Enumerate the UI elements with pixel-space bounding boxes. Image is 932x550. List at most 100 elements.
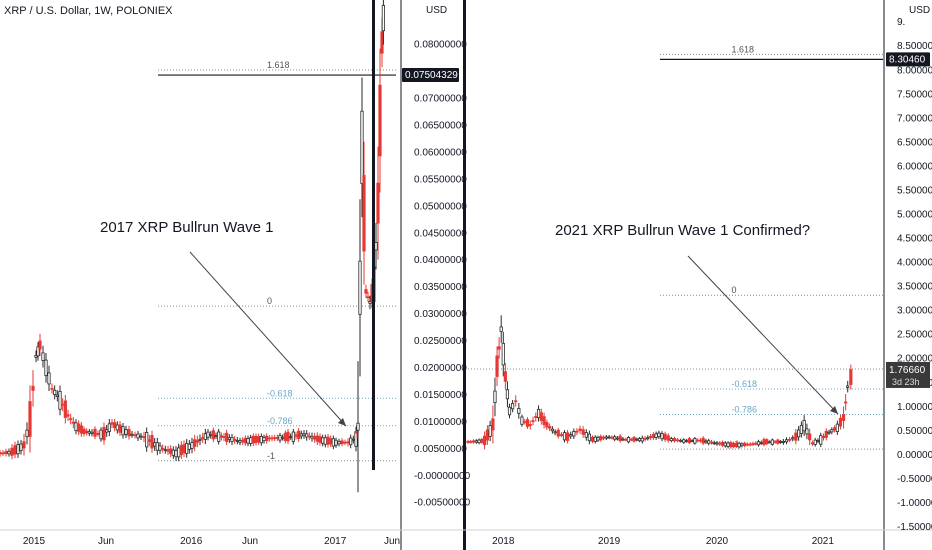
candle [539, 412, 543, 421]
candle [469, 441, 473, 444]
candle [69, 418, 73, 421]
candle [770, 439, 774, 445]
candle [246, 438, 250, 444]
candle [102, 427, 106, 441]
candle [788, 438, 792, 441]
candle [281, 436, 285, 439]
fib-level-label: -1 [267, 451, 275, 461]
candle [808, 433, 812, 441]
candle [211, 430, 215, 440]
candle [376, 182, 380, 224]
candle [754, 442, 758, 445]
candle [90, 431, 94, 434]
candle [118, 424, 122, 433]
candle [466, 440, 470, 443]
candle [265, 435, 269, 442]
candle [115, 424, 119, 431]
candle [53, 389, 57, 395]
price-tag [402, 68, 459, 83]
candle [604, 436, 608, 439]
candle [562, 432, 567, 441]
candle [321, 437, 325, 444]
candle [13, 445, 17, 455]
x-tick-label: Jun [384, 536, 400, 547]
candle [684, 440, 689, 442]
y-tick-label: 7.00000 [897, 113, 932, 124]
candle [259, 436, 263, 444]
candle [726, 442, 730, 447]
candle [161, 447, 165, 450]
candle [267, 437, 271, 440]
candle [596, 437, 600, 441]
arrow-head-icon [338, 418, 346, 426]
candle [155, 442, 159, 451]
fib-level-label: 0 [732, 285, 737, 295]
fib-level-label: -0.618 [267, 388, 293, 398]
candle [190, 442, 194, 449]
y-tick-label: 0.06500000 [414, 120, 467, 131]
candle [381, 5, 386, 32]
candle [629, 438, 633, 441]
candle [179, 445, 183, 456]
candle [105, 429, 109, 433]
candle [507, 406, 512, 416]
candle [171, 449, 175, 456]
candle [318, 436, 322, 443]
candle [687, 438, 691, 443]
candle [773, 441, 777, 443]
candle [488, 425, 492, 437]
candle [299, 433, 303, 437]
candle [323, 437, 327, 445]
candle [235, 440, 239, 442]
candle [607, 436, 611, 439]
candle [254, 435, 258, 443]
candle [313, 436, 317, 440]
candle [4, 451, 8, 455]
candle [505, 389, 510, 400]
candle [241, 439, 245, 443]
candle [153, 442, 157, 447]
candle [310, 435, 314, 439]
fib-level-label: 1.618 [732, 44, 755, 54]
candle [559, 434, 563, 436]
candle [71, 421, 75, 424]
candle [723, 442, 727, 447]
candle [663, 433, 667, 440]
candle [368, 301, 372, 304]
candle [77, 423, 81, 432]
candle [82, 428, 86, 435]
y-axis-unit: USD [426, 5, 447, 16]
candle [743, 442, 747, 447]
candle [610, 436, 614, 439]
candle [740, 443, 744, 447]
x-tick-label: 2017 [324, 536, 347, 547]
candle [649, 436, 653, 438]
candle [632, 436, 636, 442]
candle [273, 437, 277, 440]
candle [835, 423, 839, 432]
candle [7, 450, 11, 455]
candle [166, 449, 170, 452]
x-tick-label: 2016 [180, 536, 203, 547]
candle [343, 441, 347, 444]
x-tick-label: Jun [242, 536, 258, 547]
annotation-text: 2017 XRP Bullrun Wave 1 [100, 219, 273, 236]
candle [517, 408, 521, 414]
candle [34, 355, 38, 358]
candle [50, 387, 54, 390]
candle [38, 340, 42, 350]
candle [830, 429, 834, 433]
candle [22, 441, 26, 449]
candle [690, 440, 694, 443]
candle [286, 431, 290, 442]
candle [511, 403, 515, 410]
candle [243, 437, 247, 444]
candle [28, 401, 32, 437]
candle [615, 437, 620, 440]
x-tick-label: Jun [98, 536, 114, 547]
candle [569, 434, 573, 437]
candle [225, 432, 229, 442]
candle [767, 441, 772, 444]
